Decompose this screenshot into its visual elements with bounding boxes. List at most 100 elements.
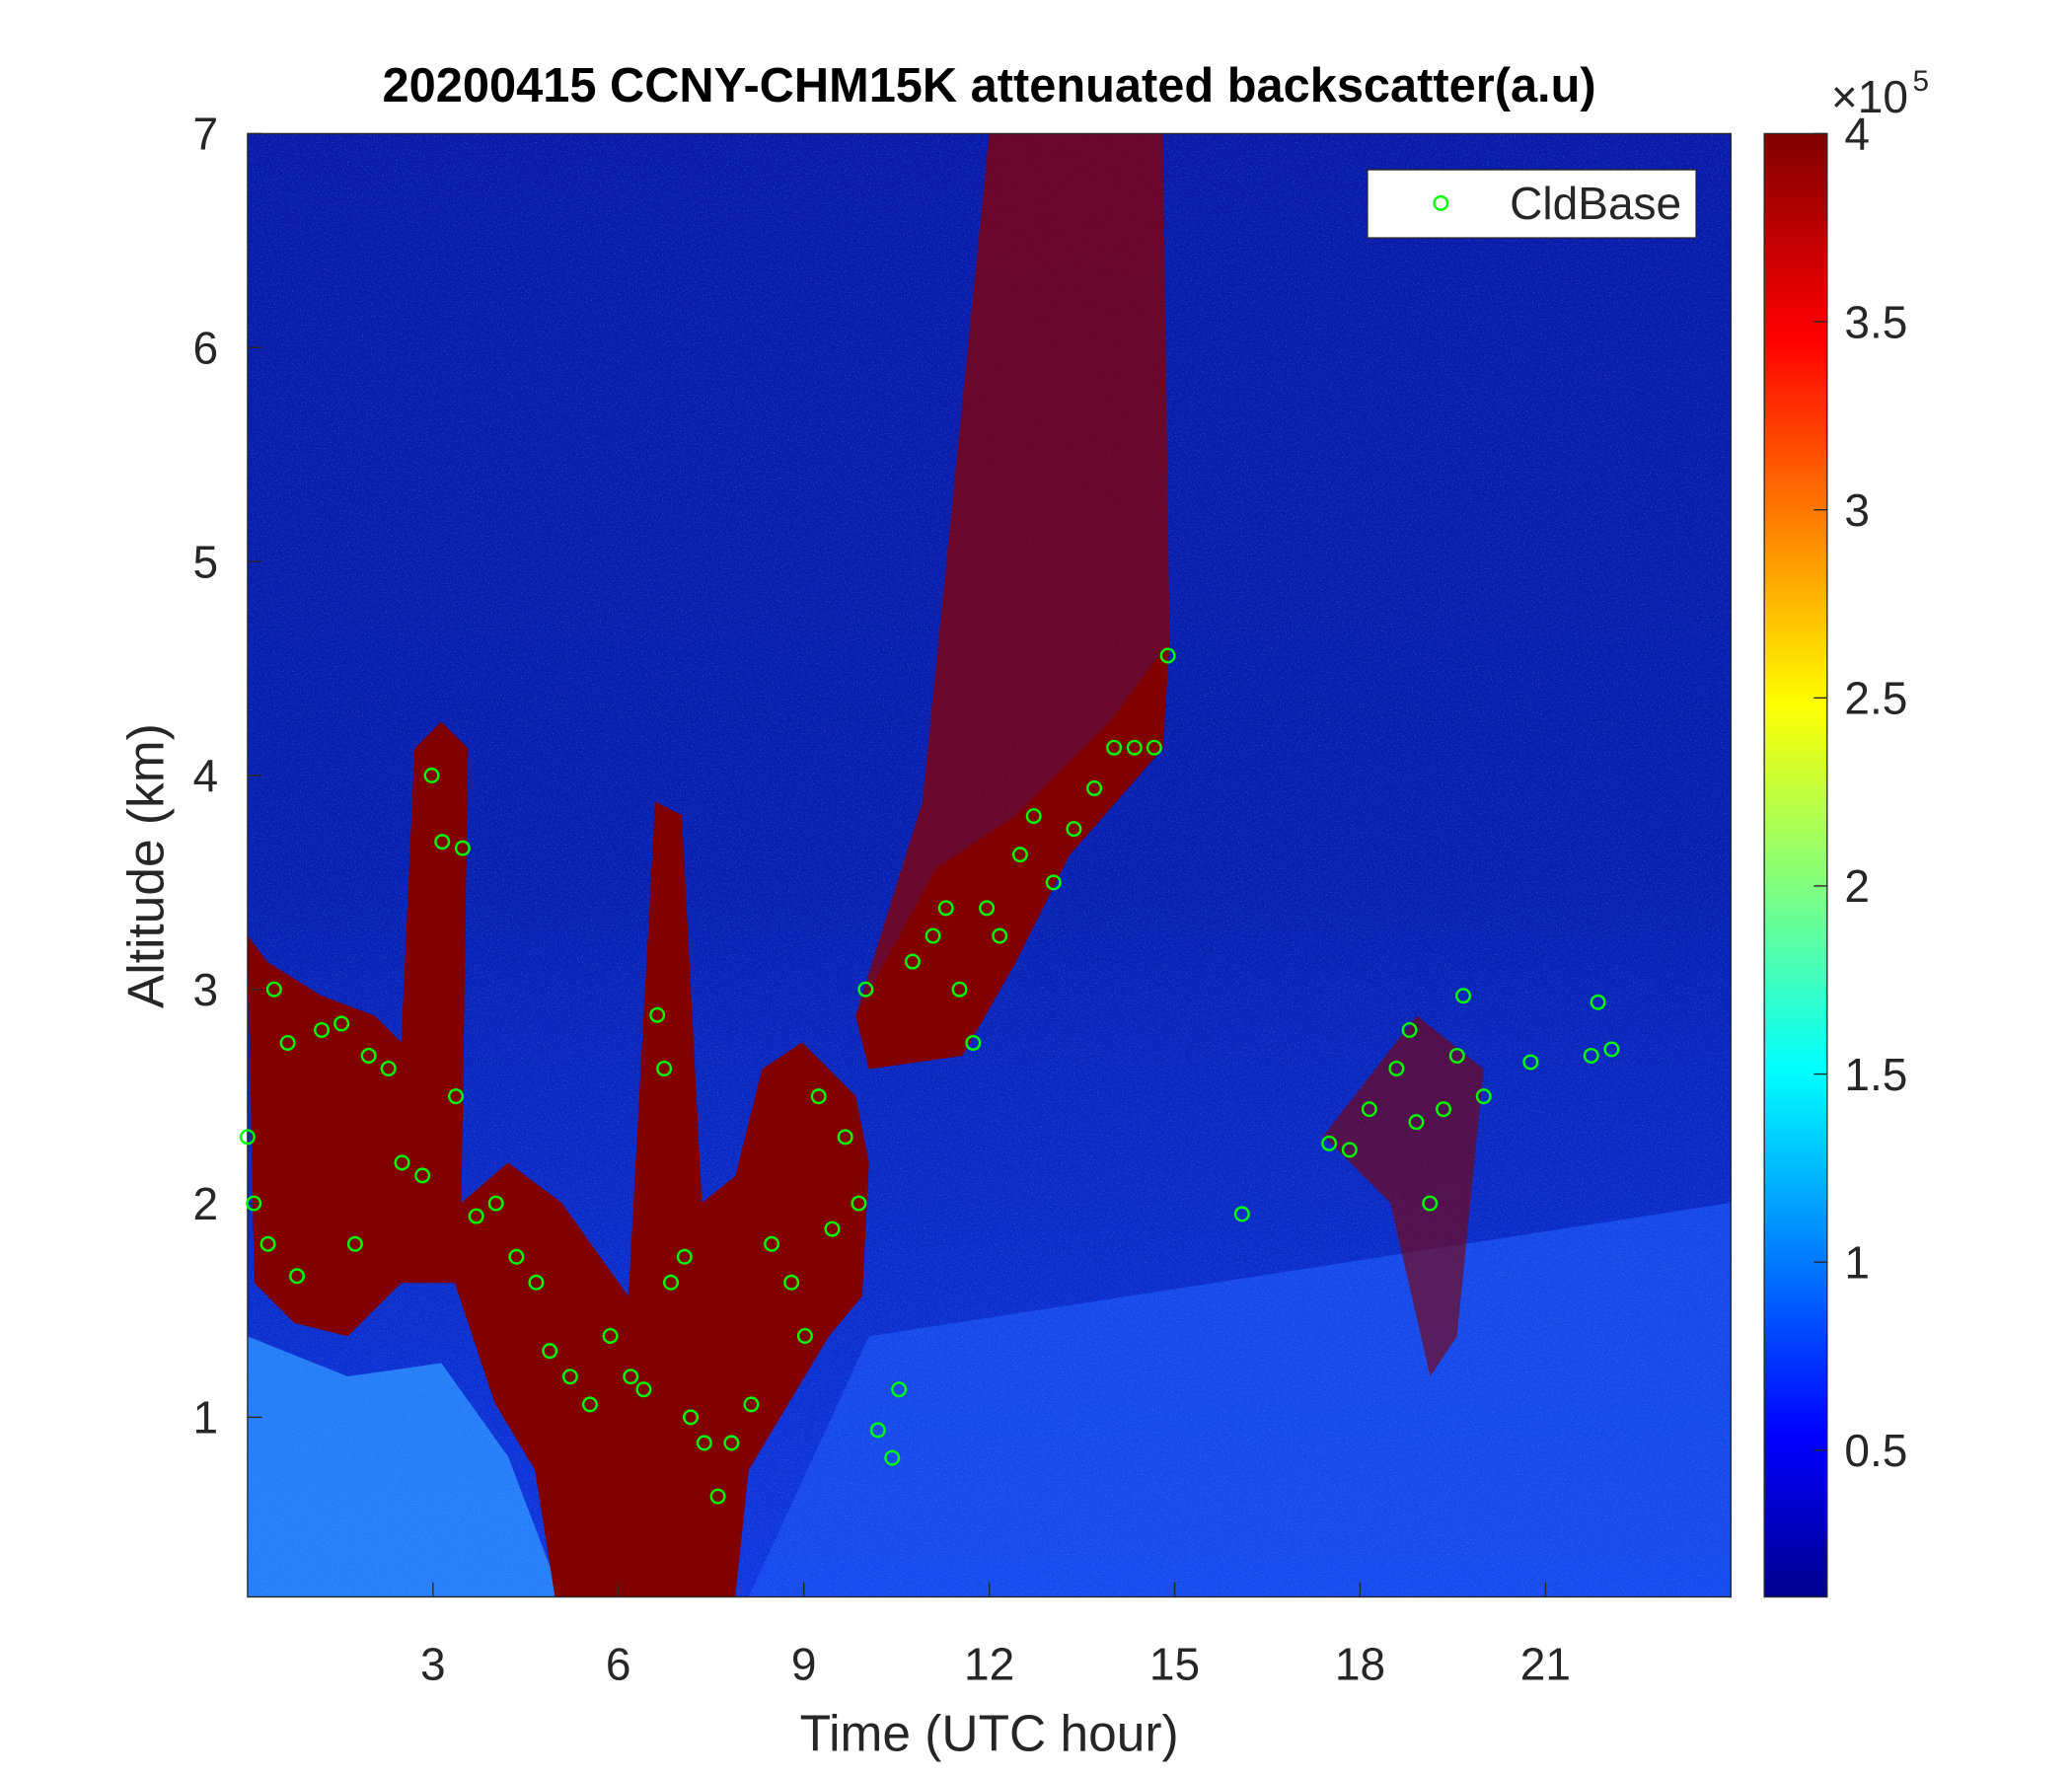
cloud-base-point	[663, 1274, 679, 1291]
cloud-base-point	[289, 1268, 306, 1285]
cloud-base-point	[542, 1343, 558, 1360]
cloud-base-point	[448, 1088, 464, 1105]
cloud-base-point	[1126, 739, 1143, 756]
cloud-base-point	[1422, 1195, 1439, 1212]
cloud-base-point	[333, 1015, 350, 1032]
cloud-base-point	[857, 981, 874, 998]
cloud-base-point	[965, 1034, 982, 1051]
cloud-base-point	[1475, 1088, 1492, 1105]
cloud-base-point	[1321, 1135, 1338, 1151]
cloud-base-point	[1159, 647, 1176, 664]
x-tick-label: 18	[1335, 1638, 1385, 1689]
cloud-base-point	[904, 953, 921, 970]
cloud-base-point	[528, 1274, 545, 1291]
cloud-base-point	[454, 840, 471, 856]
cloud-base-point	[239, 1129, 256, 1146]
cloud-base-point	[1341, 1142, 1358, 1158]
colorbar-multiplier: ×10	[1831, 71, 1908, 122]
legend-symbol	[1433, 194, 1449, 211]
cloud-base-point	[279, 1034, 296, 1051]
cloud-base-point	[1066, 821, 1082, 838]
x-axis-label: Time (UTC hour)	[800, 1704, 1179, 1761]
cloud-base-point	[979, 900, 996, 917]
y-tick-label: 2	[192, 1178, 218, 1229]
cloud-base-point	[884, 1449, 901, 1466]
cloud-base-point	[1146, 739, 1162, 756]
colorbar-tick-label: 1.5	[1844, 1049, 1907, 1100]
cloud-base-point	[696, 1435, 712, 1451]
colorbar-tick-label: 4	[1844, 109, 1870, 160]
cloud-base-point	[1233, 1206, 1250, 1222]
cloud-base-point	[891, 1381, 908, 1398]
x-tick-label: 12	[964, 1638, 1014, 1689]
y-tick-label: 1	[192, 1392, 218, 1443]
legend: CldBase	[1367, 169, 1697, 239]
cloud-base-point	[314, 1021, 331, 1038]
cloud-base-point	[508, 1248, 525, 1265]
cloud-base-point	[635, 1381, 652, 1398]
legend-label: CldBase	[1510, 178, 1681, 229]
cloud-base-point	[1590, 994, 1606, 1010]
cloud-base-point	[1408, 1114, 1425, 1131]
cloud-base-point	[1011, 847, 1028, 863]
colorbar-tick-label: 1	[1844, 1236, 1870, 1288]
cloud-base-point	[602, 1327, 619, 1344]
colorbar-tick-label: 2.5	[1844, 673, 1907, 724]
cloud-base-point	[676, 1248, 693, 1265]
cloud-base-point	[925, 927, 941, 944]
chart-title: 20200415 CCNY-CHM15K attenuated backscat…	[383, 59, 1596, 112]
cloud-base-point	[1388, 1060, 1405, 1076]
y-tick-label: 7	[192, 109, 218, 160]
cloud-base-point	[1401, 1021, 1418, 1038]
colorbar-exponent: 5	[1912, 65, 1929, 98]
cloud-base-point	[1583, 1047, 1599, 1064]
cloud-base-point	[656, 1060, 673, 1076]
cloud-base-point	[810, 1088, 827, 1105]
cloud-base-point	[824, 1221, 841, 1237]
cloud-base-point	[1522, 1054, 1539, 1071]
cloud-base-point	[992, 927, 1008, 944]
backscatter-field	[247, 133, 1732, 1597]
cloud-base-point	[743, 1396, 760, 1413]
x-tick-label: 15	[1149, 1638, 1200, 1689]
cloud-base-point	[851, 1195, 867, 1212]
cloud-base-point	[1106, 739, 1123, 756]
cloud-base-point	[265, 981, 282, 998]
y-axis-label: Altitude (km)	[117, 723, 175, 1008]
colorbar-tick-label: 2	[1844, 860, 1870, 912]
cloud-base-point	[259, 1235, 276, 1252]
colorbar-tick-label: 3	[1844, 484, 1870, 536]
colorbar-tick-label: 3.5	[1844, 296, 1907, 347]
cloud-base-point	[723, 1435, 740, 1451]
x-tick-label: 3	[420, 1638, 446, 1689]
cloud-base-point	[683, 1409, 700, 1426]
legend-box	[1367, 169, 1697, 239]
cloud-base-point	[623, 1369, 639, 1385]
cloud-base-point	[764, 1235, 780, 1252]
cloud-base-point	[1448, 1047, 1465, 1064]
cloud-base-point	[1436, 1101, 1451, 1118]
colorbar	[1763, 132, 1828, 1598]
x-tick-label: 9	[791, 1638, 817, 1689]
cloud-base-point	[1045, 874, 1062, 891]
y-tick-label: 6	[192, 323, 218, 374]
cloud-base-point	[246, 1195, 262, 1212]
y-tick-label: 5	[192, 536, 218, 587]
cloud-base-point	[581, 1396, 598, 1413]
cloud-base-point	[937, 900, 954, 917]
cloud-base-point	[423, 767, 440, 783]
colorbar-tick-label: 0.5	[1844, 1425, 1907, 1476]
cloud-base-point	[1603, 1041, 1620, 1058]
x-tick-label: 6	[606, 1638, 631, 1689]
cloud-base-point	[837, 1129, 853, 1146]
cloud-base-point	[1086, 779, 1103, 796]
cloud-base-point	[561, 1369, 578, 1385]
cloud-base-point	[380, 1060, 397, 1076]
cloud-base-point	[1361, 1101, 1377, 1118]
cloud-base-point	[1025, 808, 1042, 825]
y-tick-label: 3	[192, 964, 218, 1015]
cloud-base-point	[468, 1208, 484, 1224]
cloud-base-point	[649, 1006, 666, 1023]
